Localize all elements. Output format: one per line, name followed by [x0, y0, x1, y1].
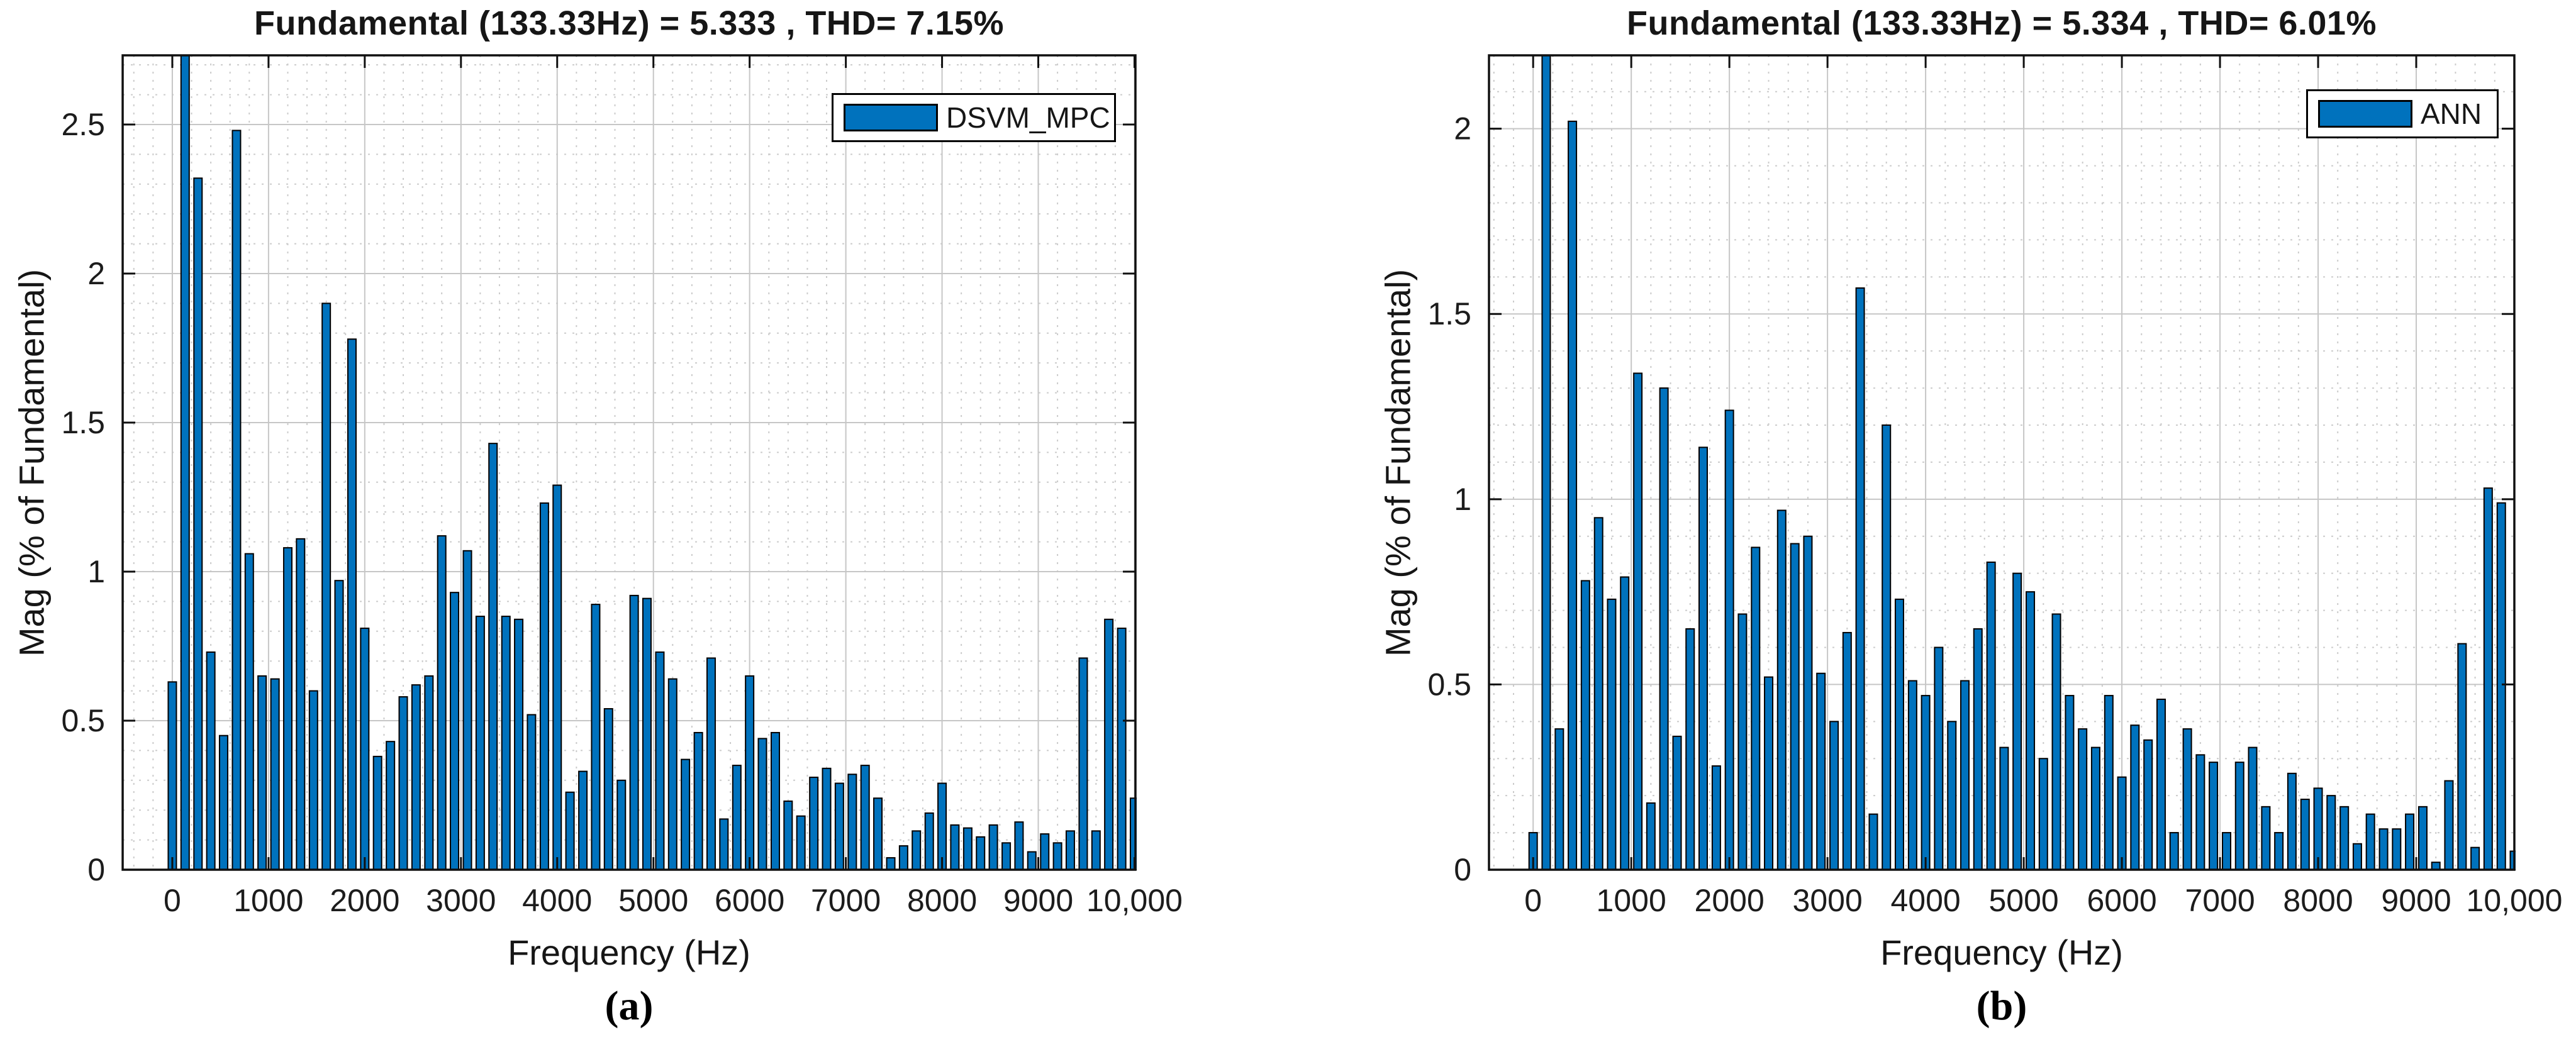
- svg-text:3000: 3000: [1793, 883, 1863, 918]
- svg-text:0.5: 0.5: [61, 703, 105, 738]
- svg-text:7000: 7000: [2185, 883, 2255, 918]
- svg-text:5000: 5000: [1988, 883, 2058, 918]
- svg-text:1: 1: [87, 554, 105, 589]
- svg-text:5000: 5000: [618, 883, 688, 918]
- chart-a-legend: DSVM_MPC: [832, 93, 1116, 142]
- chart-b-x-axis-label: Frequency (Hz): [1880, 933, 2123, 972]
- svg-text:0: 0: [1454, 852, 1471, 887]
- chart-a-legend-swatch: [844, 104, 938, 131]
- subfigure-b-caption: (b): [1976, 983, 2027, 1029]
- svg-text:3000: 3000: [426, 883, 496, 918]
- svg-text:7000: 7000: [811, 883, 881, 918]
- svg-text:10,000: 10,000: [1086, 883, 1183, 918]
- subfigure-a-caption: (a): [605, 983, 654, 1029]
- chart-a-title: Fundamental (133.33Hz) = 5.333 , THD= 7.…: [254, 4, 1004, 42]
- svg-text:6000: 6000: [2087, 883, 2156, 918]
- svg-text:10,000: 10,000: [2467, 883, 2563, 918]
- svg-text:2: 2: [87, 256, 105, 291]
- chart-b-legend-swatch: [2318, 100, 2412, 128]
- svg-text:0: 0: [164, 883, 181, 918]
- svg-text:0.5: 0.5: [1427, 667, 1471, 702]
- svg-text:4000: 4000: [1890, 883, 1960, 918]
- svg-text:2000: 2000: [330, 883, 399, 918]
- chart-b-legend: ANN: [2306, 89, 2499, 138]
- svg-text:1000: 1000: [233, 883, 303, 918]
- chart-b-bar-plot: 0 1000 2000 3000 4000 5000 6000 7000 8000 9000 10,…: [1427, 54, 2562, 918]
- svg-text:4000: 4000: [522, 883, 592, 918]
- svg-text:1000: 1000: [1597, 883, 1666, 918]
- svg-text:2000: 2000: [1695, 883, 1765, 918]
- chart-b-title: Fundamental (133.33Hz) = 5.334 , THD= 6.…: [1627, 4, 2377, 42]
- svg-text:2.5: 2.5: [61, 107, 105, 142]
- svg-text:1.5: 1.5: [61, 405, 105, 440]
- chart-a-bar-plot: 0 1000 2000 3000 4000 5000 6000 7000 8000 9000 10,…: [61, 54, 1183, 918]
- svg-text:6000: 6000: [715, 883, 784, 918]
- chart-a-legend-label: DSVM_MPC: [946, 101, 1110, 134]
- chart-a-x-axis-label: Frequency (Hz): [508, 933, 750, 972]
- svg-text:8000: 8000: [2283, 883, 2353, 918]
- svg-text:9000: 9000: [2381, 883, 2451, 918]
- svg-text:0: 0: [1524, 883, 1542, 918]
- svg-text:2: 2: [1454, 111, 1471, 147]
- chart-b-legend-label: ANN: [2421, 97, 2482, 130]
- svg-text:0: 0: [87, 852, 105, 887]
- svg-text:8000: 8000: [907, 883, 977, 918]
- svg-text:1.5: 1.5: [1427, 296, 1471, 331]
- svg-text:1: 1: [1454, 482, 1471, 517]
- svg-text:9000: 9000: [1003, 883, 1073, 918]
